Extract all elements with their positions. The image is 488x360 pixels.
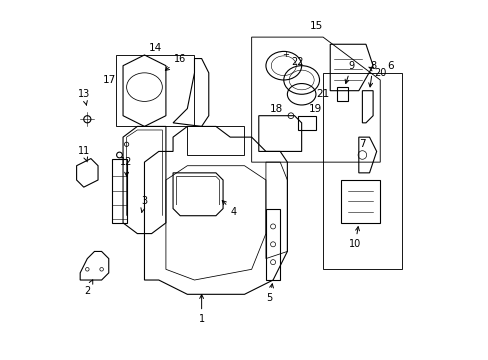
Text: 19: 19 [308,104,322,113]
Bar [323,73,401,269]
Text: 14: 14 [148,43,162,53]
Text: 18: 18 [269,104,282,113]
Bar [187,126,244,155]
Text: 10: 10 [348,227,361,249]
Text: +: + [282,50,288,59]
Bar [112,158,126,223]
Text: 6: 6 [387,61,393,71]
Text: 17: 17 [102,75,116,85]
Text: 9: 9 [345,61,354,84]
Text: 1: 1 [198,294,204,324]
Text: 7: 7 [358,139,365,149]
Text: 2: 2 [84,280,93,296]
Text: 21: 21 [315,89,328,99]
Text: 5: 5 [266,284,273,303]
Text: 20: 20 [368,67,386,78]
Text: 13: 13 [78,89,90,105]
Text: 12: 12 [120,157,133,176]
Text: 16: 16 [165,54,186,71]
Text: 11: 11 [78,147,90,162]
Text: 3: 3 [141,197,147,212]
Bar [116,55,194,126]
Text: 22: 22 [290,57,303,67]
Text: 15: 15 [309,21,322,31]
Text: 8: 8 [368,61,375,87]
Text: 4: 4 [222,201,236,217]
